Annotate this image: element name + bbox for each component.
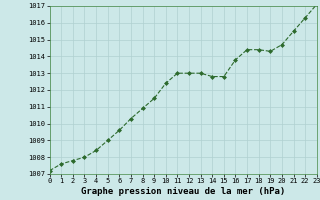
X-axis label: Graphe pression niveau de la mer (hPa): Graphe pression niveau de la mer (hPa) bbox=[81, 187, 285, 196]
